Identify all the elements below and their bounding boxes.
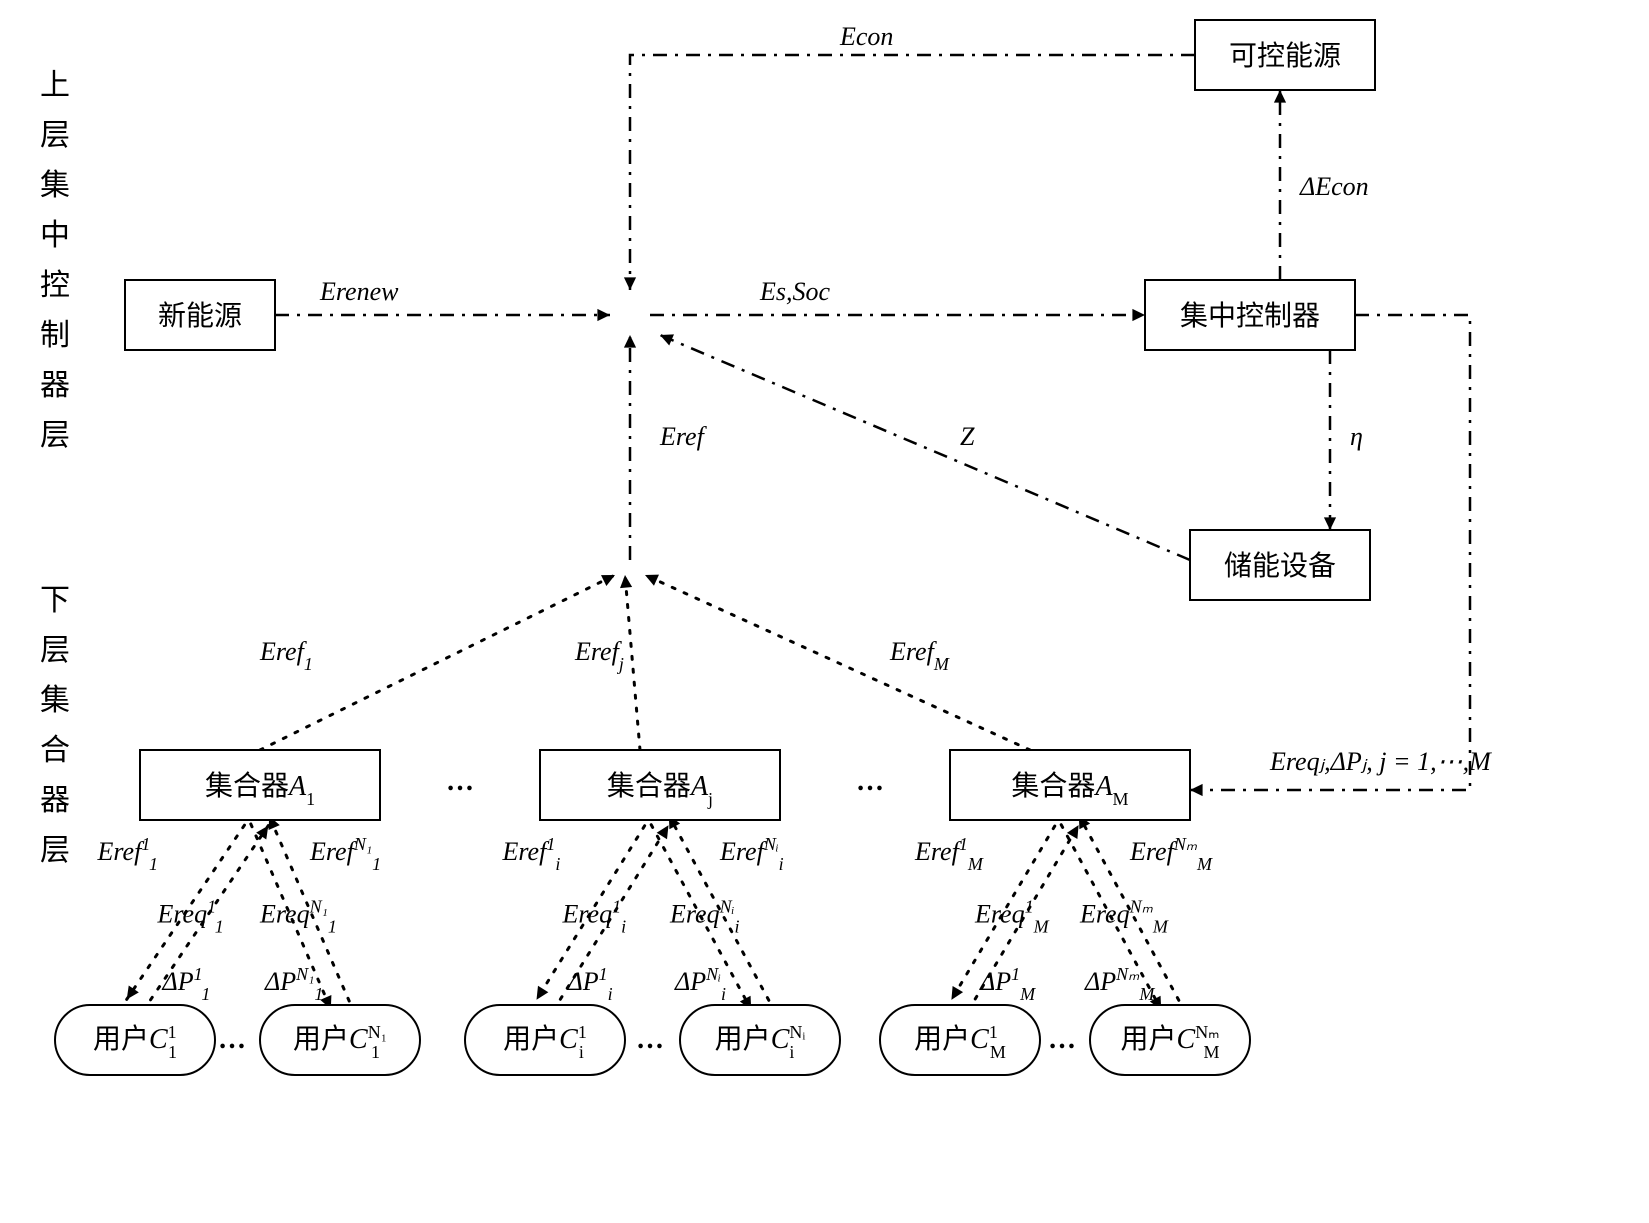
side-label-upper: 集 [40, 169, 70, 202]
side-label-upper: 层 [40, 419, 70, 452]
node-label-controllable: 可控能源 [1229, 40, 1341, 72]
side-label-lower: 合 [40, 734, 70, 767]
node-label-storage: 储能设备 [1224, 550, 1336, 582]
svg-text:Eref1M: Eref1M [914, 834, 984, 874]
svg-text:Ereq11: Ereq11 [157, 897, 224, 937]
edge-label-decon: ΔEcon [1299, 172, 1369, 201]
side-label-upper: 制 [40, 319, 70, 352]
side-label-lower: 集 [40, 684, 70, 717]
ellipsis: … [218, 1024, 246, 1055]
edge-label-erenew: Erenew [319, 277, 399, 306]
svg-text:ΔPNᵢi: ΔPNᵢi [674, 964, 726, 1004]
svg-text:Eref1i: Eref1i [502, 834, 561, 874]
edge-label-eref: Eref [659, 422, 708, 451]
svg-text:ΔP1i: ΔP1i [567, 964, 613, 1004]
svg-text:EreqNₘM: EreqNₘM [1079, 897, 1169, 937]
svg-text:EreqNᵢi: EreqNᵢi [669, 897, 739, 937]
side-label-upper: 上 [40, 69, 70, 102]
svg-text:ErefNᵢi: ErefNᵢi [719, 834, 784, 874]
svg-text:ΔP11: ΔP11 [162, 964, 211, 1004]
edge-label-econ: Econ [839, 22, 893, 51]
edge-label-feedback: Ereqⱼ,ΔPⱼ, j = 1,⋯,M [1269, 747, 1492, 776]
side-label-lower: 下 [40, 584, 70, 617]
side-label-lower: 器 [40, 784, 70, 817]
side-label-upper: 控 [40, 269, 70, 302]
edge-label-z: Z [960, 422, 975, 451]
ellipsis: … [446, 766, 474, 797]
svg-text:Ereq1M: Ereq1M [974, 897, 1050, 937]
ellipsis: … [856, 766, 884, 797]
side-label-upper: 中 [40, 219, 70, 252]
svg-text:ΔPNₘM: ΔPNₘM [1084, 964, 1155, 1004]
edge-label-eta: η [1350, 422, 1363, 451]
side-label-upper: 器 [40, 369, 70, 402]
svg-text:Eref11: Eref11 [97, 834, 158, 874]
side-label-lower: 层 [40, 634, 70, 667]
edge-label-erefj: Erefj [574, 637, 624, 674]
side-label-upper: 层 [40, 119, 70, 152]
side-label-lower: 层 [40, 834, 70, 867]
edge-label-essoc: Es,Soc [759, 277, 831, 306]
svg-text:ErefNₘM: ErefNₘM [1129, 834, 1213, 874]
edge-label-erefM: ErefM [889, 637, 950, 674]
svg-text:Ereq1i: Ereq1i [562, 897, 627, 937]
edge-label-eref1: Eref1 [259, 637, 313, 674]
svg-text:ErefN₁1: ErefN₁1 [309, 834, 381, 874]
ellipsis: … [1048, 1024, 1076, 1055]
node-label-renewable: 新能源 [158, 300, 242, 332]
node-label-controller: 集中控制器 [1180, 300, 1320, 332]
svg-text:ΔP1M: ΔP1M [979, 964, 1036, 1004]
ellipsis: … [636, 1024, 664, 1055]
